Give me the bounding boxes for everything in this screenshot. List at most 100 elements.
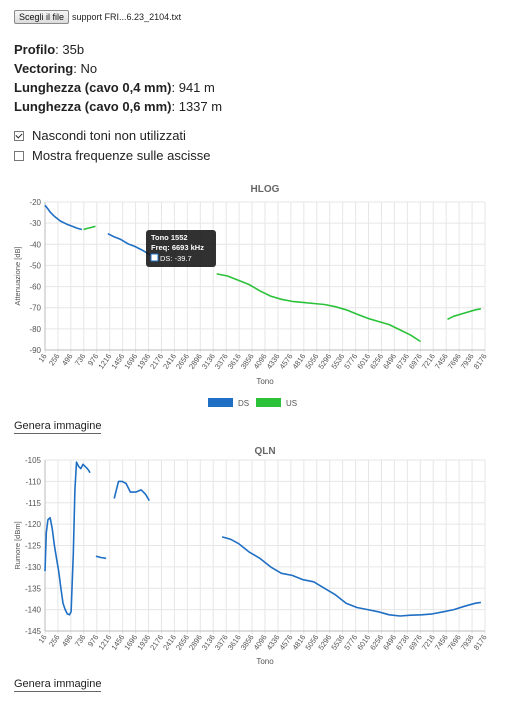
qln-xtick-label: 1456 [109,633,126,652]
hlog-xtick-label: 2176 [148,352,165,371]
hlog-xtick-label: 1696 [122,352,139,371]
qln-ytick-label: -110 [26,477,42,486]
hlog-xtick-label: 4336 [265,352,282,371]
hlog-ytick-label: -50 [29,261,41,270]
qln-ytick-label: -115 [26,499,42,508]
hlog-tooltip-value: DS: -39.7 [160,254,192,263]
qln-ytick-label: -130 [25,563,42,572]
hlog-ytick-label: -30 [29,219,41,228]
file-name: support FRI...6.23_2104.txt [72,12,182,22]
hlog-xtick-label: 1936 [135,352,152,371]
hlog-xtick-label: 3616 [226,352,243,371]
qln-xtick-label: 16 [36,633,48,645]
choose-file-button[interactable]: Scegli il file [14,10,70,24]
hlog-legend-swatch-ds[interactable] [208,398,233,407]
hlog-chart: HLOG-20-30-40-50-60-70-80-90162564967369… [13,184,489,408]
qln-xtick-label: 6736 [394,633,411,652]
hlog-xtick-label: 6496 [381,352,398,371]
qln-ytick-label: -125 [25,542,42,551]
hide-unused-checkbox[interactable] [14,131,24,141]
hlog-ytick-label: -90 [29,346,41,355]
hlog-series-ds-segment [44,204,83,231]
qln-xtick-label: 2416 [161,633,178,652]
show-freq-option[interactable]: Mostra frequenze sulle ascisse [14,146,210,166]
hlog-ytick-label: -20 [29,198,41,207]
qln-xtick-label: 6496 [381,633,398,652]
qln-xtick-label: 4096 [252,633,269,652]
hlog-xtick-label: 3136 [200,352,217,371]
qln-xtick-label: 5776 [342,633,359,652]
show-freq-checkbox[interactable] [14,151,24,161]
qln-xtick-label: 7456 [433,633,450,652]
qln-xtick-label: 5536 [329,633,346,652]
qln-xtick-label: 4336 [265,633,282,652]
hlog-xtick-label: 2896 [187,352,204,371]
qln-xtick-label: 256 [47,633,62,648]
hlog-legend-label-ds[interactable]: DS [238,399,249,408]
qln-chart: QLN-105-110-115-120-125-130-135-140-1451… [13,446,489,666]
profile-row: Profilo: 35b [14,42,85,57]
hlog-xtick-label: 4096 [252,352,269,371]
show-freq-label[interactable]: Mostra frequenze sulle ascisse [32,148,211,163]
vectoring-row: Vectoring: No [14,61,98,76]
hlog-xtick-label: 4576 [278,352,295,371]
qln-xtick-label: 7216 [420,633,437,652]
hlog-xtick-label: 6736 [394,352,411,371]
qln-ytick-label: -120 [25,520,42,529]
hlog-ytick-label: -40 [29,240,41,249]
hlog-xtick-label: 8176 [472,352,489,371]
qln-xtick-label: 6256 [368,633,385,652]
length-04-value: 941 m [178,80,215,95]
hlog-y-axis-label: Attenuazione [dB] [13,246,22,305]
length-04-label: Lunghezza (cavo 0,4 mm) [14,80,172,95]
hide-unused-label[interactable]: Nascondi toni non utilizzati [32,128,186,143]
hlog-xtick-label: 736 [73,352,88,367]
generate-image-link-qln[interactable]: Genera immagine [14,678,102,692]
hlog-xtick-label: 4816 [291,352,308,371]
hlog-xtick-label: 2416 [161,352,178,371]
length-06-label: Lunghezza (cavo 0,6 mm) [14,99,172,114]
hlog-legend-swatch-us[interactable] [256,398,281,407]
qln-xtick-label: 5056 [303,633,320,652]
hlog-xtick-label: 6976 [407,352,424,371]
hlog-title: HLOG [251,184,280,195]
hlog-tooltip-title: Tono 1552 [151,233,188,242]
qln-x-axis-label: Tono [256,657,274,666]
qln-ytick-label: -145 [25,627,42,636]
qln-xtick-label: 496 [60,633,75,648]
qln-title: QLN [254,446,275,457]
hlog-series-us-segment [216,273,421,343]
hlog-xtick-label: 1456 [109,352,126,371]
hlog-series-us-segment [83,225,96,231]
qln-y-axis-label: Rumore [dBm] [13,521,22,569]
hlog-xtick-label: 5296 [316,352,333,371]
hlog-legend-label-us[interactable]: US [286,399,297,408]
hlog-xtick-label: 5056 [303,352,320,371]
hlog-tooltip-freq: Freq: 6693 kHz [151,243,204,252]
hlog-xtick-label: 7456 [433,352,450,371]
qln-xtick-label: 4576 [278,633,295,652]
hlog-xtick-label: 16 [36,352,48,364]
hlog-ytick-label: -70 [29,304,41,313]
qln-xtick-label: 6976 [407,633,424,652]
line-info: Profilo: 35b Vectoring: No Lunghezza (ca… [14,40,222,116]
hlog-xtick-label: 7216 [420,352,437,371]
hlog-xtick-label: 256 [47,352,62,367]
hide-unused-option[interactable]: Nascondi toni non utilizzati [14,126,210,146]
hlog-ytick-label: -60 [29,283,41,292]
hlog-ytick-label: -80 [29,325,41,334]
qln-xtick-label: 2896 [187,633,204,652]
qln-xtick-label: 4816 [291,633,308,652]
qln-xtick-label: 3376 [213,633,230,652]
qln-xtick-label: 1936 [135,633,152,652]
hlog-xtick-label: 1216 [96,352,113,371]
hlog-xtick-label: 5776 [342,352,359,371]
hlog-tooltip [146,230,216,267]
file-row: Scegli il file support FRI...6.23_2104.t… [14,10,181,24]
vectoring-value: No [80,61,98,76]
generate-image-link-hlog[interactable]: Genera immagine [14,420,102,434]
length-06-row: Lunghezza (cavo 0,6 mm): 1337 m [14,99,223,114]
hlog-x-axis-label: Tono [256,377,274,386]
hlog-xtick-label: 6256 [368,352,385,371]
hlog-tooltip-swatch [150,253,159,262]
